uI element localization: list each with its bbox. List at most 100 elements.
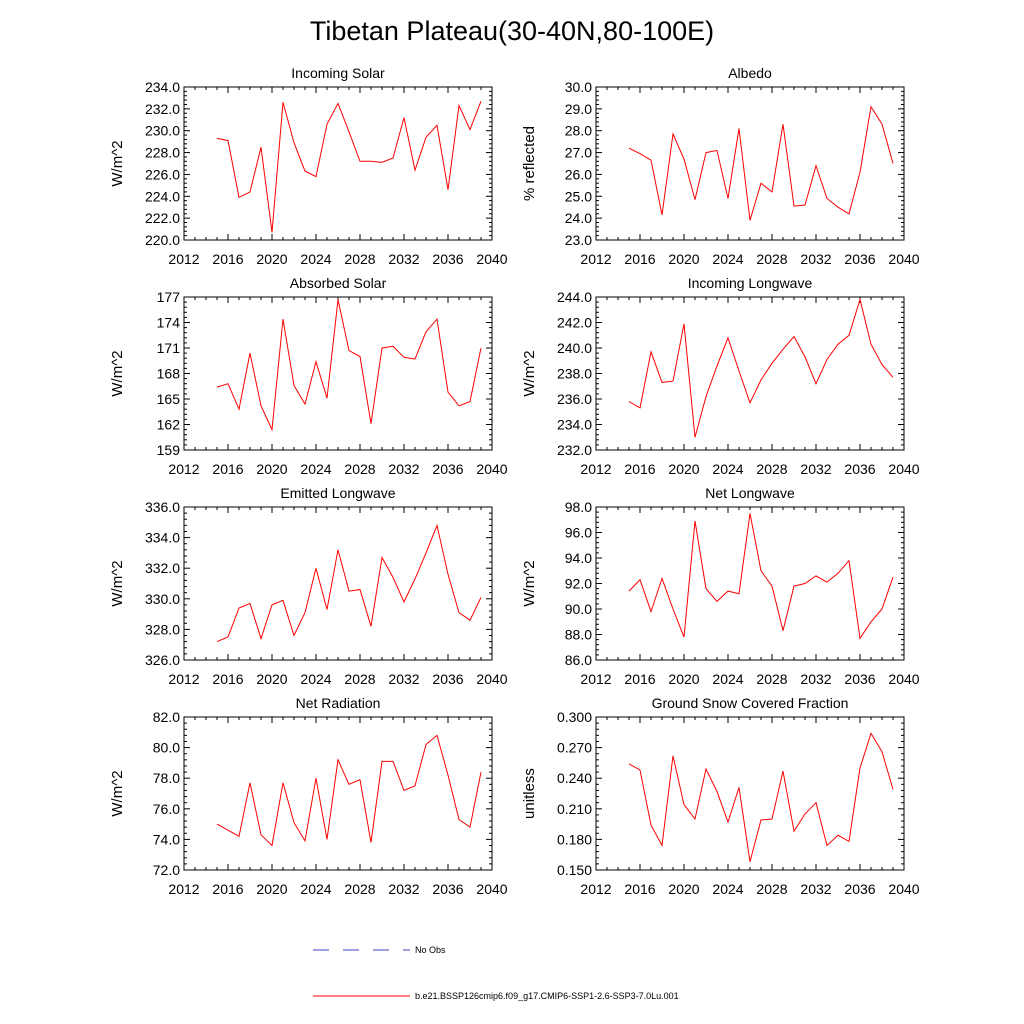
incoming-longwave-plot-frame bbox=[595, 296, 905, 451]
ground-snow-covered-fraction-panel: 2012 2016 2020 2024 2028 2032 2036 2040 0.150 0.1… bbox=[521, 695, 920, 897]
albedo-ytick-label: 24.0 bbox=[565, 210, 592, 226]
albedo-ytick-label: 27.0 bbox=[565, 145, 592, 161]
net-radiation-xtick-label: 2040 bbox=[476, 881, 507, 897]
incoming-longwave-xtick-label: 2012 bbox=[580, 461, 611, 477]
ground-snow-covered-fraction-ytick-label: 0.300 bbox=[557, 709, 592, 725]
absorbed-solar-ytick-label: 174 bbox=[157, 315, 181, 331]
legend-label-model: b.e21.BSSP126cmip6.f09_g17.CMIP6-SSP1-2.… bbox=[415, 991, 679, 1001]
incoming-solar-ytick-label: 224.0 bbox=[145, 188, 180, 204]
emitted-longwave-ytick-label: 326.0 bbox=[145, 652, 180, 668]
ground-snow-covered-fraction-plot-frame bbox=[595, 716, 905, 871]
incoming-longwave-xtick-label: 2024 bbox=[712, 461, 743, 477]
net-radiation-xtick-label: 2020 bbox=[256, 881, 287, 897]
emitted-longwave-panel: 2012 2016 2020 2024 2028 2032 2036 2040 326.0 328… bbox=[109, 485, 508, 687]
ground-snow-covered-fraction-ytick-label: 0.240 bbox=[557, 770, 592, 786]
absorbed-solar-ytick-label: 162 bbox=[157, 417, 181, 433]
incoming-solar-ytick-label: 228.0 bbox=[145, 145, 180, 161]
incoming-longwave-xtick-label: 2040 bbox=[888, 461, 919, 477]
albedo-ytick-label: 29.0 bbox=[565, 101, 592, 117]
emitted-longwave-ytick-label: 334.0 bbox=[145, 530, 180, 546]
incoming-longwave-ytick-label: 234.0 bbox=[557, 417, 592, 433]
incoming-solar-ylabel: W/m^2 bbox=[109, 140, 126, 186]
figure-title: Tibetan Plateau(30-40N,80-100E) bbox=[310, 16, 714, 46]
net-radiation-series-line bbox=[216, 734, 482, 847]
absorbed-solar-plot-frame bbox=[183, 296, 493, 451]
ground-snow-covered-fraction-xtick-label: 2024 bbox=[712, 881, 743, 897]
albedo-ytick-label: 25.0 bbox=[565, 188, 592, 204]
albedo-xtick-label: 2036 bbox=[844, 251, 875, 267]
incoming-longwave-xtick-label: 2016 bbox=[624, 461, 655, 477]
incoming-solar-series-line bbox=[216, 101, 482, 233]
albedo-title: Albedo bbox=[728, 65, 772, 81]
incoming-solar-ytick-label: 232.0 bbox=[145, 101, 180, 117]
ground-snow-covered-fraction-ytick-label: 0.270 bbox=[557, 740, 592, 756]
net-radiation-ytick-label: 76.0 bbox=[153, 801, 180, 817]
incoming-longwave-series-line bbox=[628, 297, 894, 438]
incoming-longwave-ytick-label: 238.0 bbox=[557, 366, 592, 382]
incoming-solar-xtick-label: 2028 bbox=[344, 251, 375, 267]
incoming-longwave-panel: 2012 2016 2020 2024 2028 2032 2036 2040 232.0 234… bbox=[521, 275, 920, 477]
net-longwave-xtick-label: 2024 bbox=[712, 671, 743, 687]
net-longwave-xtick-label: 2028 bbox=[756, 671, 787, 687]
incoming-solar-xtick-label: 2032 bbox=[388, 251, 419, 267]
net-longwave-panel: 2012 2016 2020 2024 2028 2032 2036 2040 86.0 88.0… bbox=[521, 485, 920, 687]
emitted-longwave-title: Emitted Longwave bbox=[280, 485, 395, 501]
net-longwave-ytick-label: 96.0 bbox=[565, 525, 592, 541]
ground-snow-covered-fraction-xtick-label: 2016 bbox=[624, 881, 655, 897]
albedo-panel: 2012 2016 2020 2024 2028 2032 2036 2040 23.0 24.0… bbox=[521, 65, 920, 267]
absorbed-solar-series-line bbox=[216, 299, 482, 432]
ground-snow-covered-fraction-xtick-label: 2036 bbox=[844, 881, 875, 897]
net-radiation-ylabel: W/m^2 bbox=[109, 770, 126, 816]
emitted-longwave-ytick-label: 328.0 bbox=[145, 621, 180, 637]
net-longwave-xtick-label: 2032 bbox=[800, 671, 831, 687]
emitted-longwave-xtick-label: 2016 bbox=[212, 671, 243, 687]
ground-snow-covered-fraction-ytick-label: 0.180 bbox=[557, 831, 592, 847]
net-longwave-xtick-label: 2040 bbox=[888, 671, 919, 687]
incoming-longwave-ytick-label: 236.0 bbox=[557, 391, 592, 407]
net-radiation-ytick-label: 80.0 bbox=[153, 740, 180, 756]
incoming-longwave-xtick-label: 2020 bbox=[668, 461, 699, 477]
absorbed-solar-ytick-label: 168 bbox=[157, 366, 181, 382]
albedo-ytick-label: 28.0 bbox=[565, 123, 592, 139]
incoming-solar-ytick-label: 226.0 bbox=[145, 166, 180, 182]
absorbed-solar-xtick-label: 2036 bbox=[432, 461, 463, 477]
incoming-longwave-ylabel: W/m^2 bbox=[521, 350, 538, 396]
ground-snow-covered-fraction-xtick-label: 2020 bbox=[668, 881, 699, 897]
emitted-longwave-ytick-label: 332.0 bbox=[145, 560, 180, 576]
ground-snow-covered-fraction-series-line bbox=[628, 732, 894, 862]
incoming-longwave-ytick-label: 242.0 bbox=[557, 315, 592, 331]
net-radiation-title: Net Radiation bbox=[296, 695, 381, 711]
albedo-xtick-label: 2040 bbox=[888, 251, 919, 267]
emitted-longwave-ylabel: W/m^2 bbox=[109, 560, 126, 606]
net-longwave-ytick-label: 90.0 bbox=[565, 601, 592, 617]
absorbed-solar-xtick-label: 2012 bbox=[168, 461, 199, 477]
ground-snow-covered-fraction-xtick-label: 2012 bbox=[580, 881, 611, 897]
net-longwave-title: Net Longwave bbox=[705, 485, 795, 501]
incoming-longwave-xtick-label: 2032 bbox=[800, 461, 831, 477]
emitted-longwave-plot-frame bbox=[183, 506, 493, 661]
net-longwave-xtick-label: 2020 bbox=[668, 671, 699, 687]
net-radiation-xtick-label: 2032 bbox=[388, 881, 419, 897]
ground-snow-covered-fraction-xtick-label: 2040 bbox=[888, 881, 919, 897]
albedo-xtick-label: 2032 bbox=[800, 251, 831, 267]
incoming-solar-plot-frame bbox=[183, 86, 493, 241]
incoming-longwave-ytick-label: 244.0 bbox=[557, 289, 592, 305]
ground-snow-covered-fraction-ytick-label: 0.210 bbox=[557, 801, 592, 817]
incoming-solar-ytick-label: 220.0 bbox=[145, 232, 180, 248]
emitted-longwave-xtick-label: 2024 bbox=[300, 671, 331, 687]
incoming-solar-title: Incoming Solar bbox=[291, 65, 385, 81]
net-radiation-ytick-label: 82.0 bbox=[153, 709, 180, 725]
net-radiation-xtick-label: 2036 bbox=[432, 881, 463, 897]
absorbed-solar-panel: 2012 2016 2020 2024 2028 2032 2036 2040 159 162 16… bbox=[109, 275, 508, 477]
absorbed-solar-xtick-label: 2024 bbox=[300, 461, 331, 477]
emitted-longwave-ytick-label: 336.0 bbox=[145, 499, 180, 515]
albedo-xtick-label: 2028 bbox=[756, 251, 787, 267]
net-longwave-xtick-label: 2016 bbox=[624, 671, 655, 687]
incoming-solar-panel: 2012 2016 2020 2024 2028 2032 2036 2040 220.0 222… bbox=[109, 65, 508, 267]
net-longwave-ytick-label: 92.0 bbox=[565, 576, 592, 592]
net-longwave-xtick-label: 2036 bbox=[844, 671, 875, 687]
emitted-longwave-ytick-label: 330.0 bbox=[145, 591, 180, 607]
emitted-longwave-xtick-label: 2020 bbox=[256, 671, 287, 687]
incoming-solar-ytick-label: 230.0 bbox=[145, 123, 180, 139]
